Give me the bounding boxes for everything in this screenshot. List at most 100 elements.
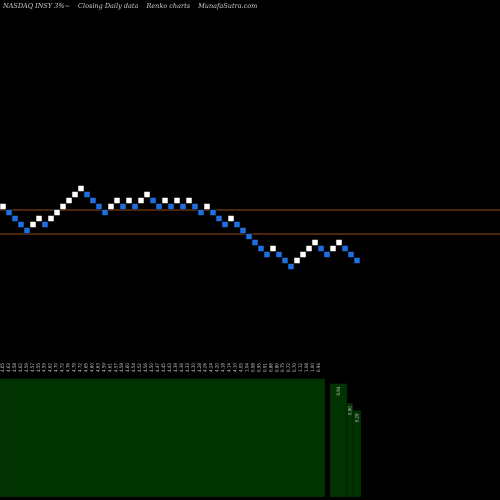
x-tick-label: 4.18 — [221, 363, 226, 372]
renko-brick-down — [347, 251, 355, 258]
renko-brick-down — [323, 251, 331, 258]
x-tick-label: 4.72 — [60, 363, 65, 372]
x-tick-label: 4.43 — [167, 363, 172, 372]
renko-brick-up — [35, 215, 43, 222]
x-tick-label: 4.54 — [131, 363, 136, 372]
chart-kind-label: Closing Daily data — [78, 2, 139, 10]
x-tick-label: 0.91 — [262, 363, 267, 372]
renko-brick-down — [119, 203, 127, 210]
x-tick-label: 4.63 — [6, 363, 11, 372]
renko-brick-up — [137, 197, 145, 204]
renko-brick-up — [107, 203, 115, 210]
renko-brick-up — [335, 239, 343, 246]
x-tick-label: 4.59 — [42, 363, 47, 372]
x-tick-label: 4.60 — [125, 363, 130, 372]
renko-brick-down — [251, 239, 259, 246]
x-tick-label: 4.47 — [155, 363, 160, 372]
renko-brick-down — [41, 221, 49, 228]
x-tick-label: 4.56 — [143, 363, 148, 372]
x-tick-label: 4.24 — [209, 363, 214, 372]
renko-brick-up — [269, 245, 277, 252]
x-tick-label: 0.75 — [280, 363, 285, 372]
level-lines — [0, 209, 500, 235]
x-tick-label: 4.65 — [0, 363, 5, 372]
renko-brick-down — [287, 263, 295, 270]
x-tick-label: 4.20 — [215, 363, 220, 372]
renko-brick-down — [101, 209, 109, 216]
renko-brick-down — [257, 245, 265, 252]
renko-brick-down — [23, 227, 31, 234]
volume-bar — [0, 378, 326, 498]
renko-brick-up — [173, 197, 181, 204]
x-tick-label: 0.94 — [316, 363, 321, 372]
x-tick-label: 1.00 — [310, 363, 315, 372]
renko-brick-down — [221, 221, 229, 228]
x-tick-label: 4.61 — [107, 363, 112, 372]
renko-brick-up — [59, 203, 67, 210]
renko-brick-down — [95, 203, 103, 210]
renko-brick-down — [215, 215, 223, 222]
x-tick-label: 4.59 — [24, 363, 29, 372]
renko-brick-up — [311, 239, 319, 246]
x-tick-label: 0.95 — [256, 363, 261, 372]
site-label: MunafaSutra.com — [198, 2, 258, 10]
renko-brick-down — [275, 251, 283, 258]
x-tick-labels: 4.65 4.63 4.58 4.62 4.59 4.57 4.55 4.59 4.62 4.70… — [0, 363, 321, 372]
x-tick-label: 4.58 — [12, 363, 17, 372]
renko-brick-down — [317, 245, 325, 252]
x-tick-label: 0.80 — [274, 363, 279, 372]
volume-bar — [329, 383, 348, 498]
x-tick-label: 0.72 — [286, 363, 291, 372]
x-tick-label: 4.62 — [18, 363, 23, 372]
volume-bar — [352, 410, 362, 498]
volume-label: 0.94 — [336, 386, 341, 395]
x-tick-label: 4.33 — [185, 363, 190, 372]
renko-brick-up — [71, 191, 79, 198]
x-tick-label: 4.10 — [233, 363, 238, 372]
x-tick-label: 1.04 — [244, 363, 249, 372]
renko-brick-up — [77, 185, 85, 192]
x-tick-label: 4.26 — [203, 363, 208, 372]
x-tick-label: 4.28 — [197, 363, 202, 372]
renko-brick-down — [89, 197, 97, 204]
x-tick-label: 4.36 — [179, 363, 184, 372]
x-tick-label: 4.05 — [238, 363, 243, 372]
ticker-label: NASDAQ INSY 3%~ — [3, 2, 70, 10]
renko-brick-up — [299, 251, 307, 258]
renko-brick-down — [233, 221, 241, 228]
renko-brick-up — [329, 245, 337, 252]
renko-brick-down — [11, 215, 19, 222]
x-tick-label: 4.45 — [161, 363, 166, 372]
x-tick-label: 4.79 — [72, 363, 77, 372]
volume-bars: 0.94 0.900.29 — [0, 378, 362, 498]
renko-brick-up — [293, 257, 301, 264]
renko-brick-up — [305, 245, 313, 252]
x-tick-label: 4.72 — [78, 363, 83, 372]
renko-brick-down — [191, 203, 199, 210]
renko-brick-down — [179, 203, 187, 210]
x-tick-label: 4.60 — [89, 363, 94, 372]
x-tick-label: 4.58 — [119, 363, 124, 372]
renko-brick-up — [143, 191, 151, 198]
x-tick-label: 4.14 — [227, 363, 232, 372]
x-tick-label: 4.62 — [48, 363, 53, 372]
renko-brick-down — [281, 257, 289, 264]
renko-brick-up — [53, 209, 61, 216]
renko-brick-up — [29, 221, 37, 228]
x-tick-label: 4.59 — [101, 363, 106, 372]
renko-bricks — [0, 185, 361, 270]
x-tick-label: 4.39 — [173, 363, 178, 372]
renko-brick-up — [227, 215, 235, 222]
renko-brick-down — [17, 221, 25, 228]
x-tick-label: 1.12 — [298, 363, 303, 372]
renko-brick-down — [245, 233, 253, 240]
renko-brick-up — [0, 203, 7, 210]
renko-brick-down — [83, 191, 91, 198]
volume-label: 0.29 — [355, 413, 360, 422]
volume-bar — [346, 402, 354, 498]
renko-brick-up — [125, 197, 133, 204]
x-tick-label: 4.63 — [95, 363, 100, 372]
renko-brick-down — [353, 257, 361, 264]
renko-brick-down — [239, 227, 247, 234]
